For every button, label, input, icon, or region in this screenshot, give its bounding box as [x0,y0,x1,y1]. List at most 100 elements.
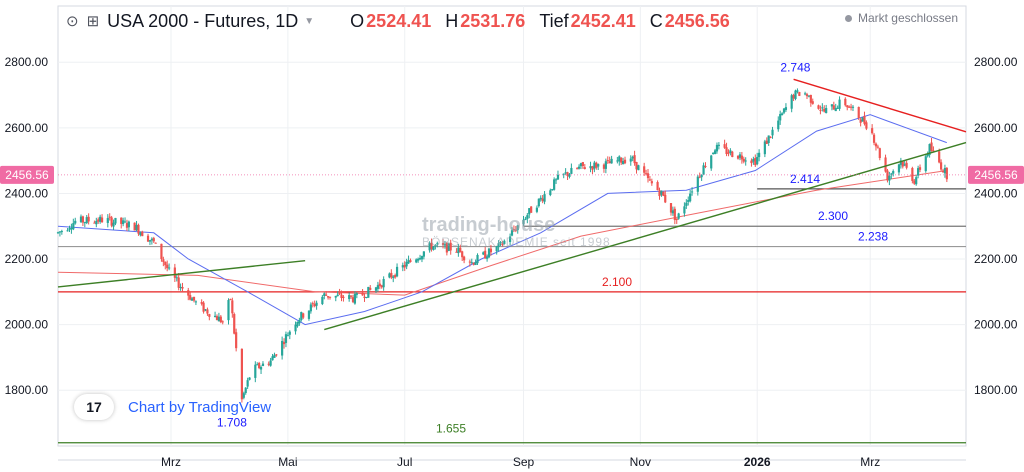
candle-body [275,354,278,356]
candle-body [807,95,811,97]
candle-body [455,251,458,253]
eye-toggle-icon[interactable]: ⊙ [66,13,79,30]
candle-body [593,162,596,169]
candle-body [164,261,167,266]
last-price-label-left: 2456.56 [5,168,49,182]
candle-body [374,287,378,291]
candle-body [244,387,247,393]
candle-body [878,148,881,159]
candle-body [685,202,688,206]
candle-body [286,335,289,337]
candle-body [66,230,69,232]
candle-body [836,107,839,109]
candle-body [74,220,77,224]
candle-body [256,364,259,366]
x-tick-label: Nov [630,455,651,469]
market-status-text: Markt geschlossen [857,11,958,25]
candle-body [72,223,75,230]
candle-body [146,235,150,242]
candle-body [405,261,408,267]
candle-body [849,106,853,108]
candle-body [510,230,514,236]
candle-body [643,166,646,173]
candle-body [430,242,433,250]
candle-body [803,93,807,95]
candle-body [269,360,272,366]
candle-body [106,218,109,223]
candle-body [394,275,397,278]
x-tick-label: Jul [397,455,412,469]
candle-body [189,295,192,300]
candle-body [422,251,425,257]
y-tick-label-right: 2000.00 [974,318,1018,332]
candle-body [597,164,600,167]
candle-body [271,356,274,361]
candle-body [497,243,500,248]
candle-body [798,91,801,96]
candle-body [420,256,424,260]
y-tick-label-left: 2800.00 [5,55,49,69]
candle-body [208,314,211,317]
tradingview-link[interactable]: Chart by TradingView [128,398,272,416]
candle-body [901,161,904,167]
candle-body [267,363,270,365]
candle-body [715,144,719,152]
candle-body [175,277,178,279]
candle-body [321,296,324,305]
candle-body [202,302,205,312]
candle-body [154,242,157,244]
candle-body [669,203,673,213]
candle-body [415,259,418,263]
y-tick-label-right: 2600.00 [974,121,1018,135]
candle-body [779,114,782,121]
close-value: 2456.56 [664,10,730,31]
candle-body [403,264,406,268]
level-label: 1.655 [436,422,466,436]
candle-body [526,215,529,219]
candle-body [215,316,219,321]
candle-body [179,286,182,288]
candle-body [566,172,569,177]
candle-body [395,266,399,277]
candle-body [905,162,908,168]
tradingview-branding[interactable]: 17 Chart by TradingView [74,394,271,420]
candle-body [633,155,636,164]
candle-body [166,264,169,269]
candle-body [342,296,345,298]
tradingview-logo-icon[interactable]: 17 [74,394,114,420]
candle-body [447,243,450,251]
candle-body [541,198,544,201]
candle-body [363,296,366,298]
candle-body [897,164,901,173]
candle-body [581,162,584,167]
candle-body [120,217,123,224]
candle-body [696,176,699,192]
x-tick-label: Mrz [860,455,880,469]
candle-body [602,164,606,169]
candle-body [259,367,263,370]
candle-body [168,267,171,269]
candle-body [376,285,380,289]
price-annotation: 1.708 [217,415,247,429]
candle-body [307,310,311,319]
candle-body [192,296,196,301]
candle-body [917,168,920,176]
candle-body [740,155,743,160]
candle-body [698,176,701,178]
chevron-down-icon[interactable]: ▼ [304,15,315,27]
candle-body [240,348,243,400]
candle-body [512,229,516,231]
candle-body [58,231,62,233]
candle-body [932,150,935,152]
candle-body [863,115,866,124]
candle-body [361,292,364,296]
candle-body [823,108,826,112]
candle-body [913,180,916,184]
candle-body [930,142,933,152]
symbol-title[interactable]: USA 2000 - Futures, 1D [107,10,299,31]
candle-body [821,107,824,109]
candle-body [528,208,531,215]
candle-body [133,222,136,231]
add-symbol-icon[interactable]: ⊞ [86,13,100,30]
y-tick-label-right: 2400.00 [974,186,1018,200]
